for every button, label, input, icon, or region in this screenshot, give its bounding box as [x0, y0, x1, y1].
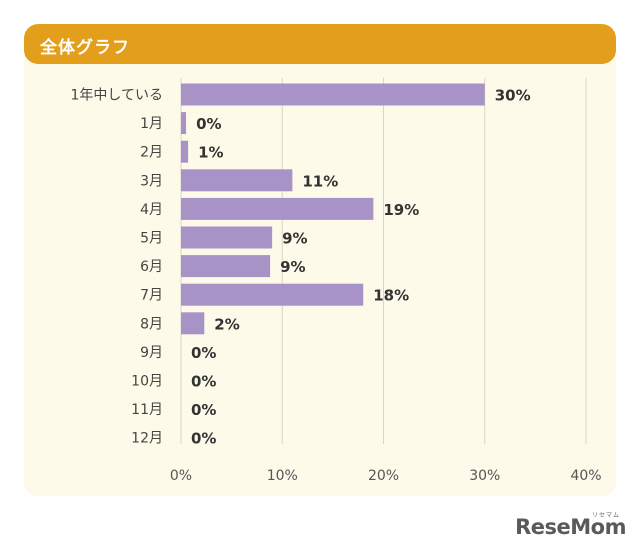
x-tick-label: 10% [267, 468, 298, 484]
category-label: 8月 [140, 316, 163, 332]
bar [181, 255, 271, 278]
category-label: 9月 [140, 345, 163, 361]
category-label: 3月 [140, 173, 163, 189]
logo-small-text: リセマム [591, 512, 620, 519]
x-tick-label: 30% [469, 468, 500, 484]
bar [181, 226, 273, 249]
data-label: 0% [191, 373, 216, 391]
data-label: 0% [196, 115, 221, 133]
bar [181, 112, 187, 135]
x-tick-label: 0% [170, 468, 192, 484]
category-label: 10月 [131, 374, 163, 390]
category-label: 6月 [140, 259, 163, 275]
data-label: 11% [302, 172, 338, 190]
bar [181, 140, 189, 163]
category-label: 5月 [140, 231, 163, 247]
logo-text: ReseMom [515, 515, 626, 539]
bar [181, 83, 485, 106]
data-label: 0% [191, 430, 216, 448]
data-label: 30% [495, 87, 531, 105]
card-header: 全体グラフ [24, 24, 616, 64]
category-label: 7月 [140, 288, 163, 304]
bar [181, 169, 293, 192]
bar [181, 283, 364, 306]
category-label: 1年中している [71, 88, 164, 104]
bar [181, 197, 374, 220]
category-label: 12月 [131, 431, 163, 447]
x-tick-label: 40% [570, 468, 601, 484]
category-label: 11月 [131, 402, 163, 418]
data-label: 9% [280, 258, 305, 276]
category-label: 1月 [140, 116, 163, 132]
category-label: 2月 [140, 145, 163, 161]
category-label: 4月 [140, 202, 163, 218]
x-tick-label: 20% [368, 468, 399, 484]
data-label: 1% [198, 144, 223, 162]
bar-chart: 0% 10% 20% 30% 40% 1年中している 30% 1月 0% 2月 1% 3月 11% 4月 1… [71, 78, 602, 484]
resemom-logo: ReseMom リセマム [515, 512, 626, 539]
data-label: 0% [191, 344, 216, 362]
data-label: 19% [383, 201, 419, 219]
bar [181, 312, 205, 335]
data-label: 9% [282, 230, 307, 248]
data-label: 2% [214, 315, 239, 333]
data-label: 18% [373, 287, 409, 305]
chart-card: 0% 10% 20% 30% 40% 1年中している 30% 1月 0% 2月 1% 3月 11% 4月 1… [24, 24, 616, 496]
data-label: 0% [191, 401, 216, 419]
chart-title: 全体グラフ [40, 38, 130, 58]
